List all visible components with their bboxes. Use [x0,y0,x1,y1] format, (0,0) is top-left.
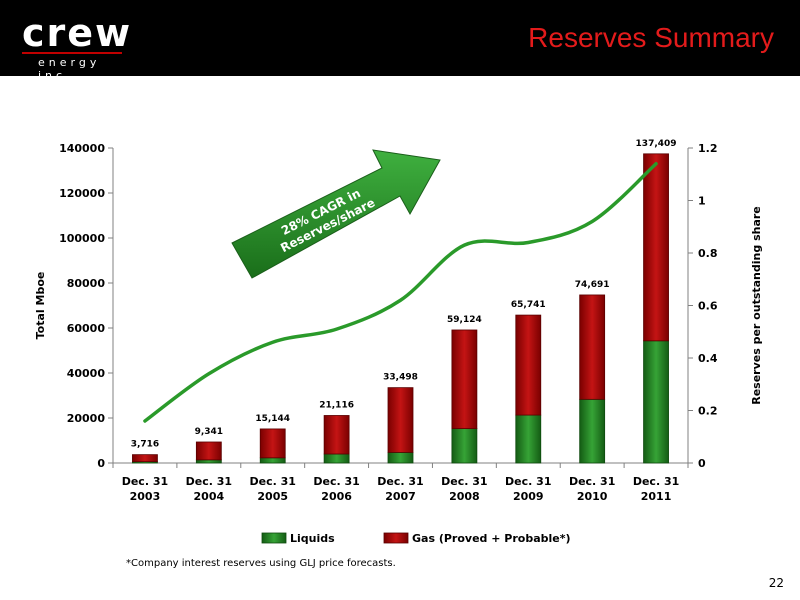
bar-gas [451,329,478,429]
y-tick-label-left: 20000 [67,412,106,425]
x-tick-label-line1: Dec. 31 [122,475,168,488]
bar-total-label: 9,341 [195,427,223,437]
chart-line [143,162,658,423]
x-tick-label-line2: 2003 [130,490,161,503]
bar-gas [387,387,414,453]
cagr-arrow-shape [231,149,441,279]
y-axis-title-right: Reserves per outstanding share [750,206,763,405]
reserves-per-share-line [143,162,658,423]
y-tick-label-left: 60000 [67,322,106,335]
bar-gas [259,428,286,459]
y-tick-label-right: 1.2 [698,142,718,155]
y-axis-title-left: Total Mboe [34,272,47,340]
logo-text: crew [22,11,133,55]
bar-liquids [643,340,669,464]
header: crew energy inc. Reserves Summary [0,0,800,82]
bar-liquids [451,428,478,464]
y-tick-label-left: 0 [97,457,105,470]
bar-total-label: 3,716 [131,440,159,450]
x-tick-label-line1: Dec. 31 [186,475,232,488]
x-tick-label-line2: 2005 [257,490,288,503]
cagr-arrow: 28% CAGR in Reserves/share [231,149,441,279]
bar-liquids [323,453,350,464]
bar-total-label: 65,741 [511,300,546,310]
chart-bars [132,153,669,464]
legend-swatch-gas [383,532,409,544]
x-tick-label-line1: Dec. 31 [377,475,423,488]
chart-axes: 0 20000 40000 60000 80000 100000 120000 140000 0… [34,142,763,503]
x-tick-label-line1: Dec. 31 [633,475,679,488]
bar-total-label: 137,409 [636,139,677,149]
bar-liquids [195,459,222,464]
y-tick-label-left: 40000 [67,367,106,380]
bar-liquids [579,398,606,464]
bar-gas [579,294,606,400]
bar-total-label: 59,124 [447,315,482,325]
bar-gas [195,441,222,461]
company-logo: crew energy inc. [18,10,138,82]
x-tick-label-line2: 2007 [385,490,416,503]
y-tick-label-right: 0.8 [698,247,718,260]
bar-liquids [387,452,414,464]
x-tick-label-line1: Dec. 31 [569,475,615,488]
x-tick-label-line2: 2006 [321,490,352,503]
logo-underline [22,52,122,54]
legend-label-liquids: Liquids [290,532,335,545]
page-number: 22 [768,576,784,590]
logo-subtext: energy inc. [38,56,101,82]
x-tick-label-line1: Dec. 31 [505,475,551,488]
bar-liquids [259,457,286,464]
bar-gas [323,415,350,455]
x-tick-label-line2: 2008 [449,490,480,503]
y-tick-label-right: 0 [698,457,706,470]
bar-gas [643,153,669,342]
bar-total-label: 33,498 [383,373,418,383]
y-tick-label-right: 0.2 [698,405,718,418]
x-tick-label-line2: 2009 [513,490,544,503]
bar-gas [515,314,542,416]
bar-gas [132,454,158,463]
x-tick-label-line2: 2011 [641,490,672,503]
x-tick-label-line1: Dec. 31 [441,475,487,488]
page-title: Reserves Summary [528,22,774,53]
y-tick-label-left: 120000 [59,187,105,200]
bar-liquids [515,414,542,464]
x-tick-label-line2: 2004 [194,490,225,503]
y-tick-label-left: 140000 [59,142,105,155]
bar-total-label: 21,116 [319,400,354,410]
chart-legend: Liquids Gas (Proved + Probable*) [261,532,571,545]
bar-total-label: 74,691 [575,280,610,290]
y-tick-label-right: 1 [698,195,706,208]
x-tick-label-line1: Dec. 31 [313,475,359,488]
chart-labels: 3,716 9,341 15,144 21,116 33,498 59,124 65,741… [131,139,677,450]
x-tick-label-line1: Dec. 31 [250,475,296,488]
bar-total-label: 15,144 [255,414,290,424]
y-tick-label-right: 0.6 [698,300,718,313]
footnote: *Company interest reserves using GLJ pri… [126,558,396,569]
x-tick-label-line2: 2010 [577,490,608,503]
y-tick-label-left: 80000 [67,277,106,290]
legend-label-gas: Gas (Proved + Probable*) [412,532,571,545]
legend-swatch-liquids [261,532,287,544]
y-tick-label-left: 100000 [59,232,105,245]
y-tick-label-right: 0.4 [698,352,718,365]
